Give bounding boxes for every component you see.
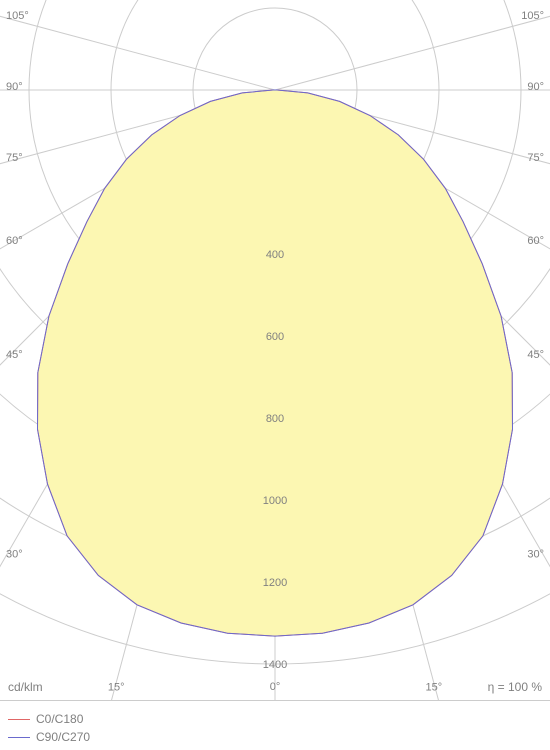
efficiency-label: η = 100 % [488,680,542,694]
legend-swatch [8,737,30,738]
svg-text:1200: 1200 [263,577,287,589]
svg-text:0°: 0° [270,681,281,693]
svg-text:15°: 15° [108,681,125,693]
svg-text:45°: 45° [6,349,23,361]
legend: C0/C180 C90/C270 [0,700,550,750]
svg-text:1400: 1400 [263,659,287,671]
legend-item: C90/C270 [8,730,90,744]
svg-text:105°: 105° [6,10,29,22]
unit-label: cd/klm [8,680,43,694]
legend-item: C0/C180 [8,712,83,726]
svg-text:90°: 90° [527,81,544,93]
svg-text:75°: 75° [6,152,23,164]
svg-text:30°: 30° [527,549,544,561]
svg-text:60°: 60° [527,235,544,247]
svg-text:105°: 105° [521,10,544,22]
svg-text:400: 400 [266,249,284,261]
svg-text:15°: 15° [425,681,442,693]
svg-text:800: 800 [266,413,284,425]
legend-label: C90/C270 [36,730,90,744]
svg-text:60°: 60° [6,235,23,247]
svg-text:90°: 90° [6,81,23,93]
legend-swatch [8,719,30,720]
legend-label: C0/C180 [36,712,83,726]
svg-text:600: 600 [266,331,284,343]
svg-text:1000: 1000 [263,495,287,507]
polar-chart: 400 600 800 1000 1200 1400 0° 15° 15° 30° 30° 45° 45… [0,0,550,701]
svg-text:30°: 30° [6,549,23,561]
svg-text:75°: 75° [527,152,544,164]
svg-text:45°: 45° [527,349,544,361]
